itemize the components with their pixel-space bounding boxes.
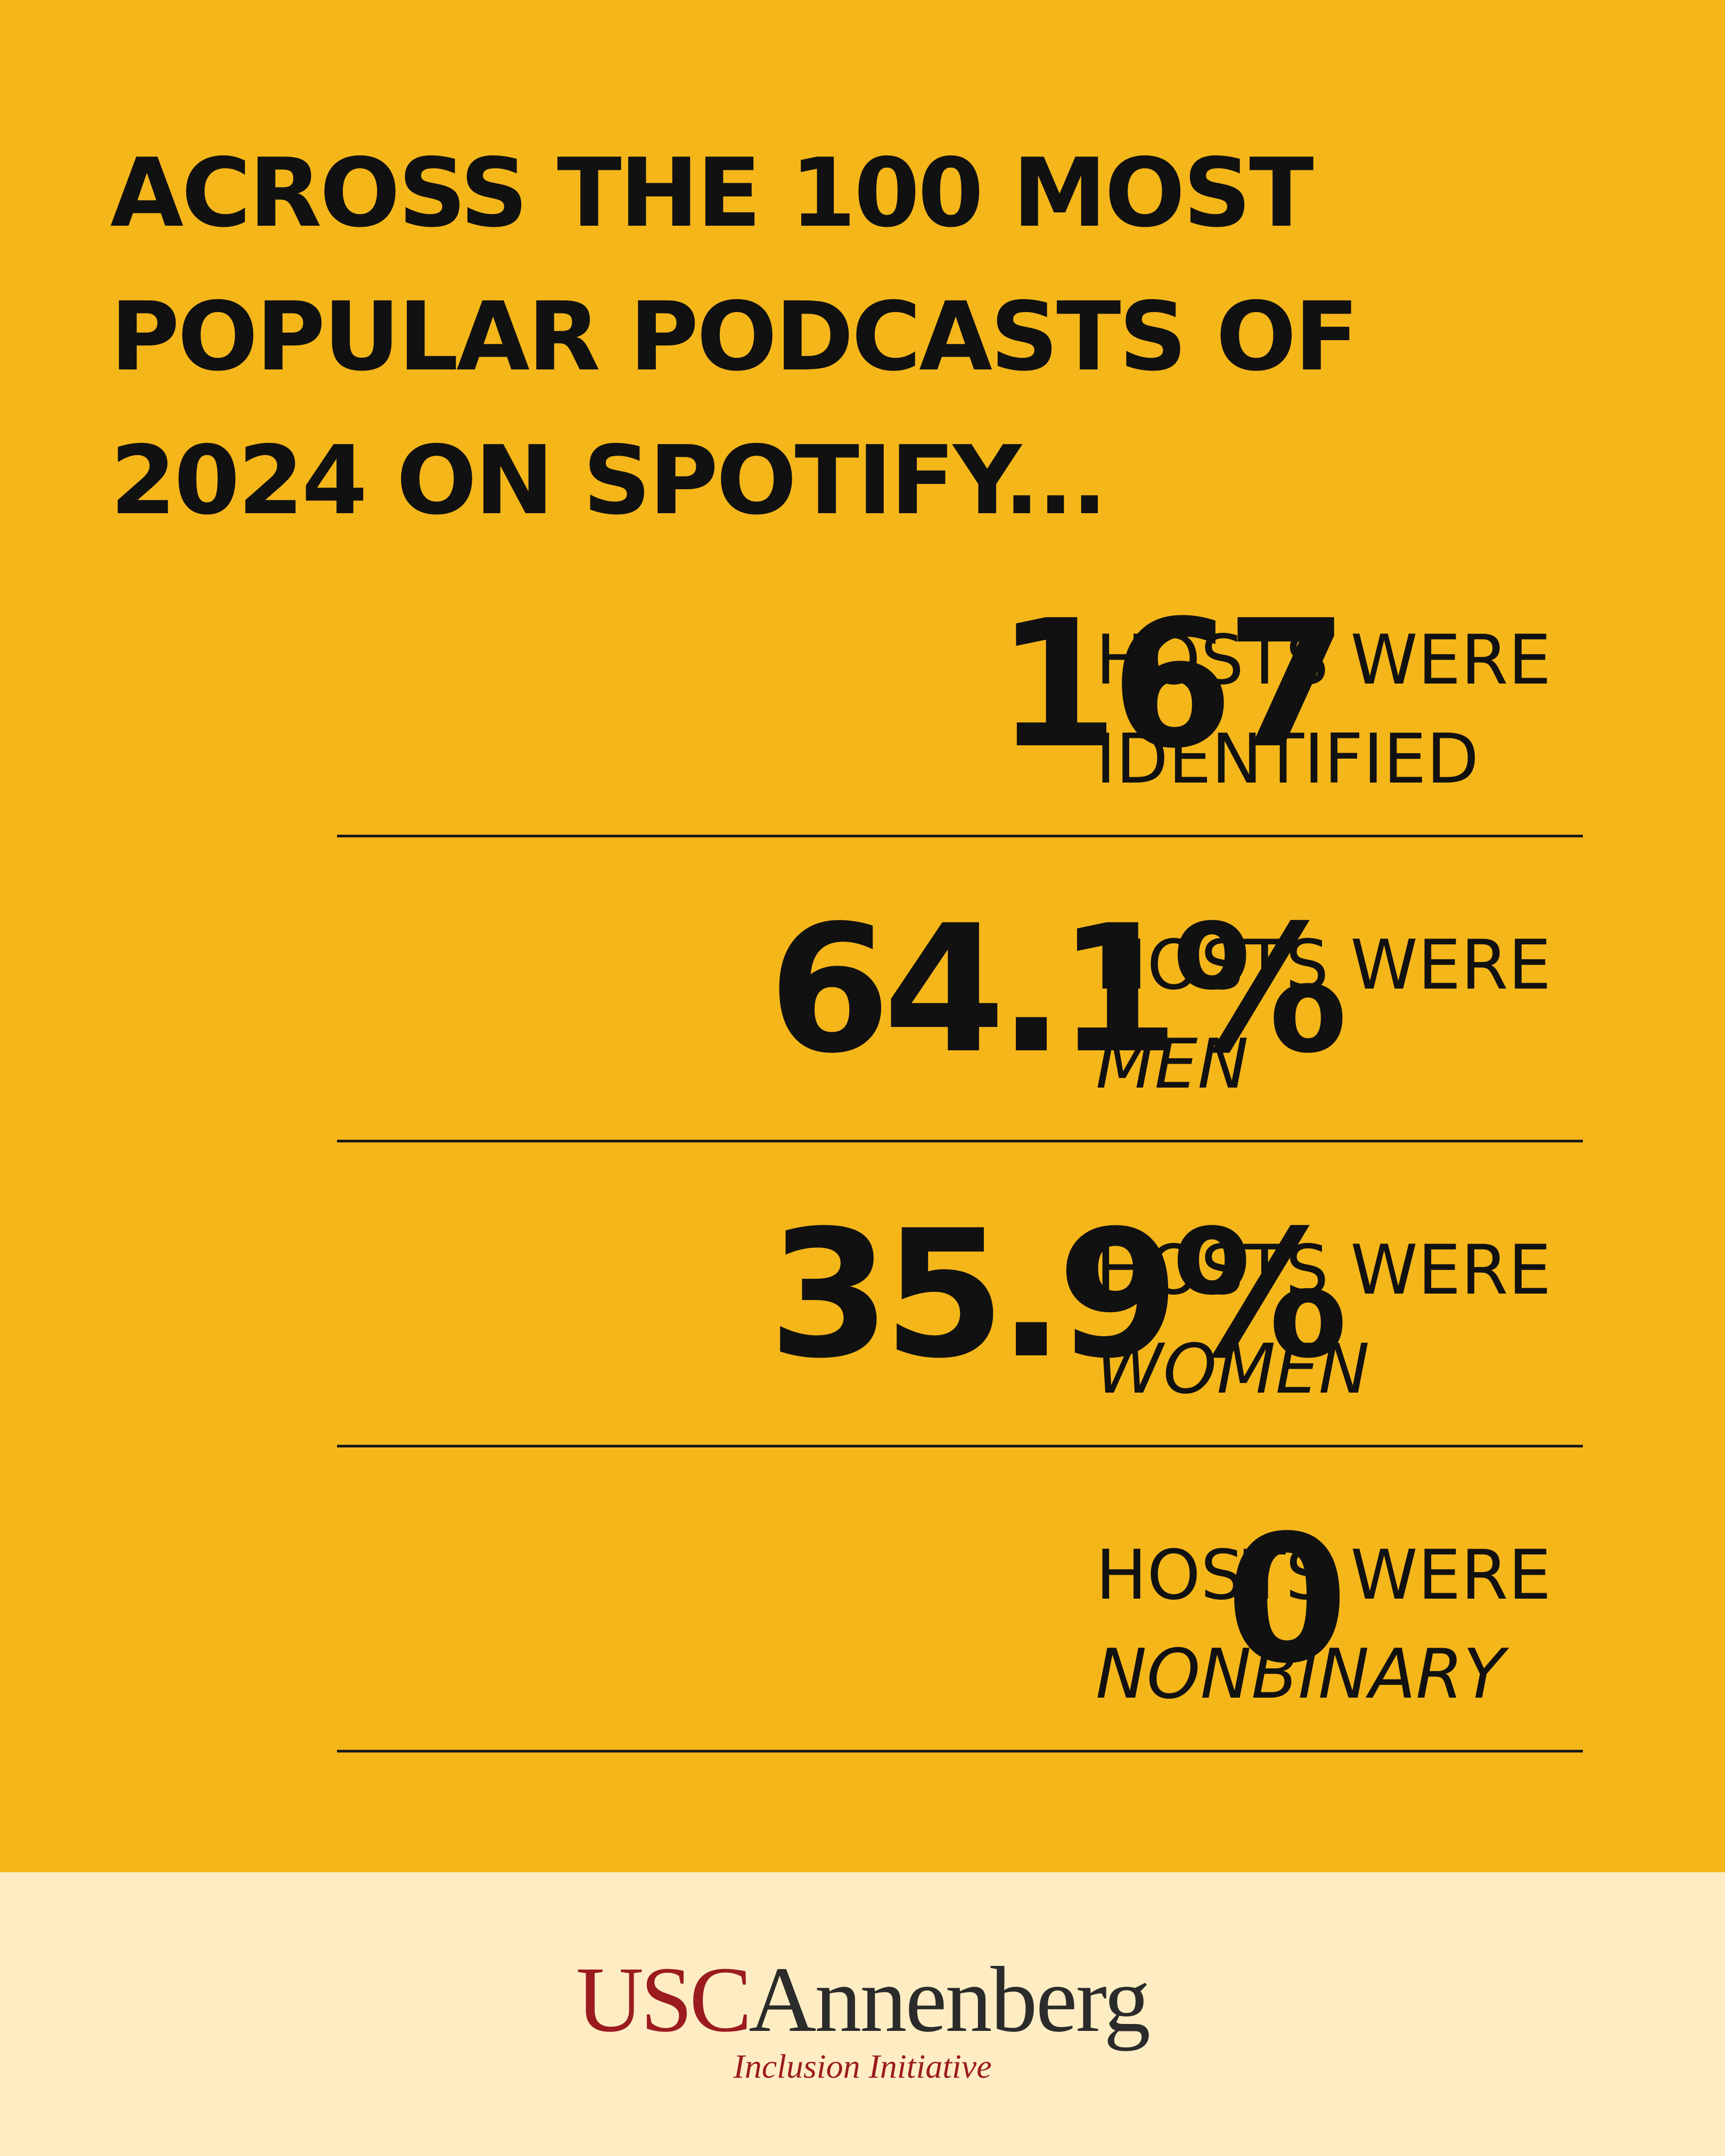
logo-usc: USC bbox=[576, 1948, 752, 2052]
stat-value: 64.1% bbox=[768, 887, 1348, 1092]
stat-label: HOSTS WERE MEN bbox=[1096, 916, 1586, 1114]
stat-label-line2: IDENTIFIED bbox=[1096, 720, 1479, 799]
headline: ACROSS THE 100 MOST POPULAR PODCASTS OF … bbox=[110, 121, 1548, 553]
stat-row-hosts-women: 35.9% HOSTS WERE WOMEN bbox=[337, 1142, 1583, 1447]
stat-label-line1: HOSTS WERE bbox=[1096, 1231, 1551, 1310]
stat-label-line2: MEN bbox=[1096, 1025, 1249, 1104]
usc-annenberg-logo: USCAnnenberg bbox=[0, 1947, 1725, 2053]
headline-line: ACROSS THE 100 MOST bbox=[110, 138, 1314, 248]
footer: USCAnnenberg Inclusion Initiative bbox=[0, 1872, 1725, 2156]
stat-label-line1: HOSTS WERE bbox=[1096, 926, 1551, 1005]
divider bbox=[337, 1445, 1583, 1447]
stat-label: HOSTS WERE IDENTIFIED bbox=[1096, 611, 1586, 809]
stat-row-hosts-men: 64.1% HOSTS WERE MEN bbox=[337, 837, 1583, 1142]
divider bbox=[337, 835, 1583, 837]
headline-line: 2024 ON SPOTIFY... bbox=[110, 425, 1107, 536]
stat-row-hosts-nonbinary: 0 HOSTS WERE NONBINARY bbox=[337, 1447, 1583, 1752]
logo-annenberg: Annenberg bbox=[749, 1948, 1151, 2052]
stat-label-line2: NONBINARY bbox=[1096, 1635, 1505, 1714]
divider bbox=[337, 1140, 1583, 1142]
divider bbox=[337, 1750, 1583, 1752]
stat-label-line1: HOSTS WERE bbox=[1096, 621, 1551, 700]
headline-line: POPULAR PODCASTS OF bbox=[110, 282, 1359, 392]
stat-row-hosts-identified: 167 HOSTS WERE IDENTIFIED bbox=[337, 532, 1583, 837]
stat-value: 0 bbox=[1226, 1497, 1348, 1702]
logo-tagline: Inclusion Initiative bbox=[733, 2047, 992, 2085]
stat-value: 167 bbox=[996, 582, 1348, 787]
stat-value: 35.9% bbox=[768, 1192, 1348, 1397]
stat-label-line2: WOMEN bbox=[1096, 1330, 1370, 1409]
stat-label: HOSTS WERE WOMEN bbox=[1096, 1221, 1586, 1419]
stat-label-line1: HOSTS WERE bbox=[1096, 1536, 1551, 1615]
stat-label: HOSTS WERE NONBINARY bbox=[1096, 1526, 1586, 1724]
stats-panel: ACROSS THE 100 MOST POPULAR PODCASTS OF … bbox=[0, 0, 1725, 1872]
